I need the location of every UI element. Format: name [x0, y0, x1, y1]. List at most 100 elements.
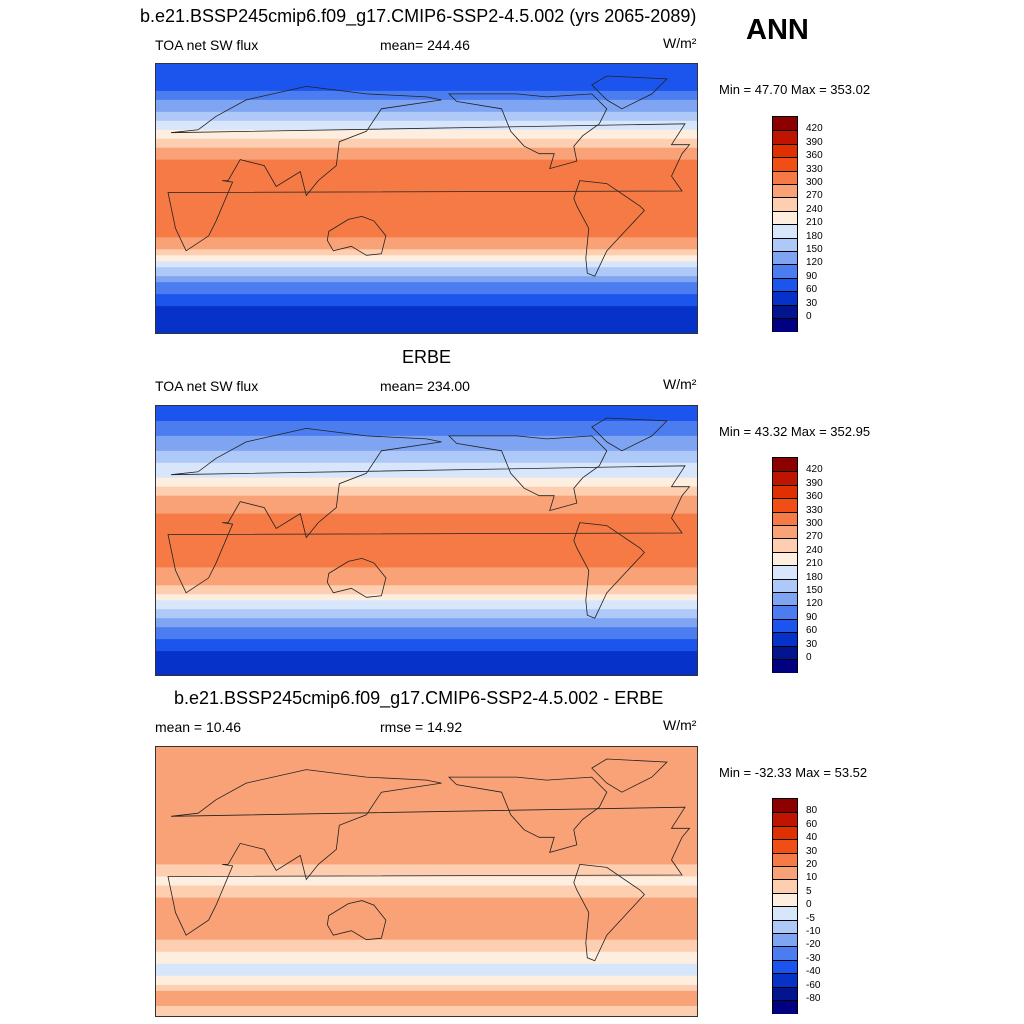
field-band	[156, 936, 697, 941]
field-band	[156, 123, 697, 128]
colorbar-swatch	[773, 946, 797, 961]
field-band	[156, 135, 697, 140]
field-band	[156, 801, 697, 805]
field-band	[156, 849, 697, 853]
field-band	[156, 876, 697, 881]
field-band	[156, 990, 697, 995]
continent-outline	[573, 863, 645, 962]
colorbar-tick-label: 120	[806, 257, 823, 269]
field-band	[156, 291, 697, 295]
field-band	[156, 582, 697, 586]
field-band	[156, 750, 697, 754]
field-band	[156, 759, 697, 763]
field-band	[156, 228, 697, 232]
field-band	[156, 804, 697, 808]
field-band	[156, 261, 697, 265]
field-band	[156, 564, 697, 568]
season-label: ANN	[746, 14, 809, 46]
colorbar-swatch	[773, 812, 797, 827]
field-band	[156, 159, 697, 164]
colorbar-swatch	[773, 578, 797, 593]
colorbar-swatch	[773, 511, 797, 526]
field-band	[156, 255, 697, 259]
field-band	[156, 195, 697, 200]
colorbar-swatch	[773, 986, 797, 1001]
field-band	[156, 90, 697, 95]
colorbar-swatch	[773, 973, 797, 988]
field-band	[156, 831, 697, 835]
field-band	[156, 888, 697, 893]
colorbar-tick-label: 60	[806, 625, 818, 637]
field-band	[156, 231, 697, 235]
colorbar-swatch	[773, 919, 797, 934]
field-band	[156, 672, 697, 675]
field-band	[156, 537, 697, 542]
field-band	[156, 633, 697, 637]
colorbar-swatch	[773, 458, 797, 472]
field-band	[156, 423, 697, 428]
continent-outline	[326, 900, 387, 941]
field-band	[156, 591, 697, 595]
field-band	[156, 306, 697, 310]
field-band	[156, 807, 697, 811]
colorbar-tick-label: 80	[806, 805, 818, 817]
continent-outline	[326, 557, 387, 598]
field-band	[156, 177, 697, 182]
field-band	[156, 897, 697, 902]
field-band	[156, 84, 697, 89]
field-band	[156, 64, 697, 68]
field-band	[156, 567, 697, 571]
colorbar-swatch	[773, 143, 797, 158]
field-band	[156, 987, 697, 992]
colorbar-tick-label: -5	[806, 912, 815, 924]
field-band	[156, 798, 697, 802]
field-band	[156, 960, 697, 965]
panel2-title: ERBE	[402, 347, 452, 367]
field-band	[156, 162, 697, 167]
field-band	[156, 777, 697, 781]
field-band	[156, 105, 697, 110]
field-band	[156, 522, 697, 527]
panel2-units: W/m²	[663, 376, 697, 392]
field-band	[156, 813, 697, 817]
field-band	[156, 225, 697, 229]
field-band	[156, 924, 697, 929]
field-band	[156, 129, 697, 134]
colorbar-tick-label: 40	[806, 832, 818, 844]
field-band	[156, 549, 697, 554]
field-band	[156, 993, 697, 998]
field-band	[156, 795, 697, 799]
field-band	[156, 792, 697, 796]
field-band	[156, 471, 697, 476]
field-band	[156, 981, 697, 986]
panel2-left-label: TOA net SW flux	[155, 378, 259, 394]
field-band	[156, 540, 697, 545]
field-band	[156, 267, 697, 271]
continent-outline	[448, 776, 608, 853]
field-band	[156, 519, 697, 524]
field-band	[156, 480, 697, 485]
field-band	[156, 834, 697, 838]
field-band	[156, 552, 697, 557]
field-band	[156, 543, 697, 548]
colorbar-tick-label: 180	[806, 571, 823, 583]
field-band	[156, 87, 697, 92]
continent-outline	[573, 180, 645, 277]
field-band	[156, 294, 697, 298]
continent-outline	[448, 435, 608, 512]
field-band	[156, 636, 697, 640]
field-band	[156, 465, 697, 470]
field-band	[156, 585, 697, 589]
field-band	[156, 645, 697, 649]
field-band	[156, 630, 697, 634]
colorbar-swatch	[773, 825, 797, 840]
field-band	[156, 558, 697, 563]
panel2-center-label: mean= 234.00	[380, 378, 470, 394]
field-band	[156, 234, 697, 238]
field-band	[156, 594, 697, 598]
colorbar-swatch	[773, 605, 797, 620]
field-band	[156, 99, 697, 104]
field-band	[156, 1005, 697, 1010]
field-band	[156, 885, 697, 890]
field-band	[156, 621, 697, 625]
